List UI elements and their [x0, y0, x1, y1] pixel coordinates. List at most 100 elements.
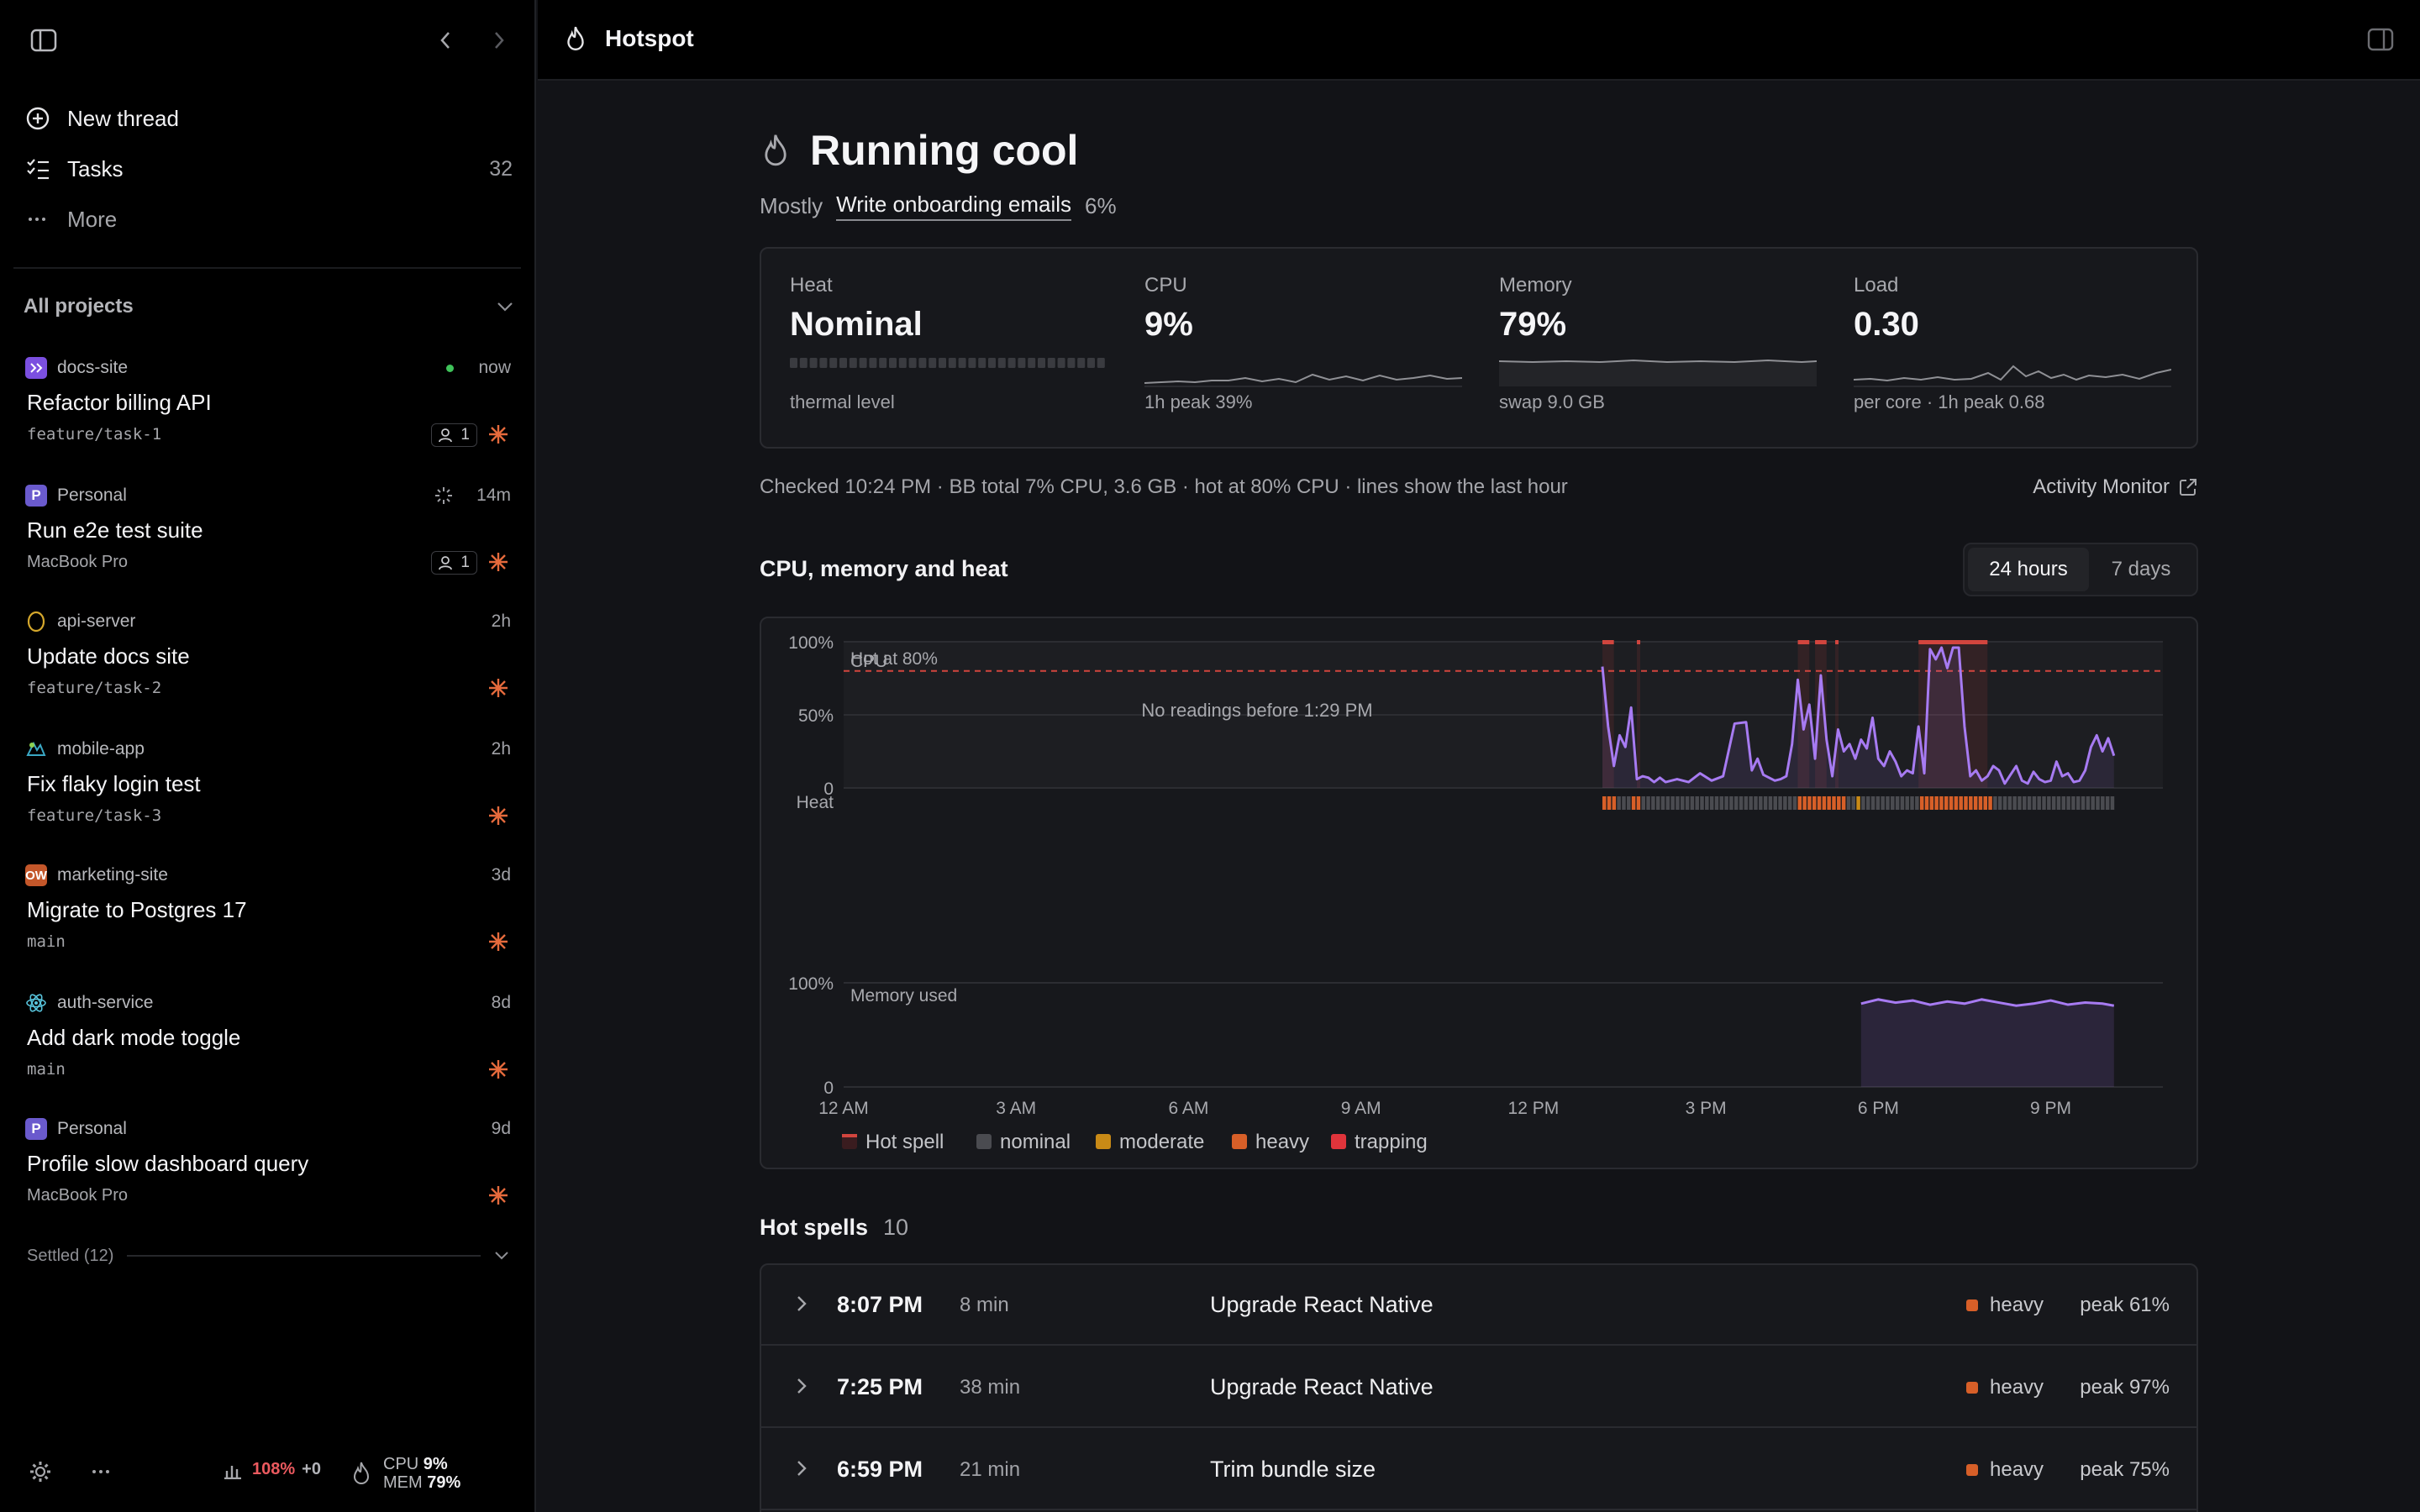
cpu-value: 9%	[1144, 306, 1193, 343]
forward-arrow-icon[interactable]	[486, 27, 513, 54]
heat-cell	[1837, 796, 1841, 810]
person-icon	[439, 428, 453, 443]
gear-icon[interactable]	[25, 1457, 55, 1487]
thread-time: 3d	[491, 865, 511, 885]
range-24-hours-button[interactable]: 24 hours	[1968, 548, 2089, 591]
top-task-link[interactable]: Write onboarding emails	[836, 192, 1072, 221]
thread-branch: feature/task-3	[27, 806, 162, 825]
heat-level-segment	[869, 358, 877, 368]
thread-item[interactable]: OW marketing-site 3d Migrate to Postgres…	[25, 864, 511, 981]
thread-item[interactable]: mobile-app 2h Fix flaky login test featu…	[25, 738, 511, 855]
range-7-days-button[interactable]: 7 days	[2111, 558, 2171, 580]
heat-cell	[2056, 796, 2061, 810]
burst-icon	[489, 806, 508, 825]
heat-cell	[2027, 796, 2032, 810]
memory-label: Memory	[1499, 274, 1572, 297]
heat-cell	[2061, 796, 2066, 810]
mostly-label: Mostly	[760, 193, 823, 218]
more-button[interactable]: More	[25, 198, 513, 240]
all-projects-dropdown[interactable]: All projects	[24, 292, 514, 321]
spell-duration: 8 min	[960, 1294, 1009, 1316]
heat-cell	[1900, 796, 1905, 810]
heat-cell	[1822, 796, 1827, 810]
thread-project-name: mobile-app	[57, 739, 145, 759]
thread-time: 2h	[491, 739, 511, 759]
burst-icon	[489, 932, 508, 951]
last-checked-status: Checked 10:24 PM · BB total 7% CPU, 3.6 …	[760, 475, 1568, 498]
heat-level-segment	[1028, 358, 1036, 368]
heat-cell	[1939, 796, 1944, 810]
thread-project: auth-service	[25, 991, 153, 1015]
memory-value: 79%	[1499, 306, 1567, 343]
heat-level-segment	[859, 358, 867, 368]
hot-spell-marker	[1815, 640, 1827, 644]
new-thread-button[interactable]: New thread	[25, 97, 513, 139]
thread-item[interactable]: auth-service 8d Add dark mode toggle mai…	[25, 991, 511, 1109]
cpu-label: CPU	[1144, 274, 1187, 297]
heat-level-segment	[879, 358, 887, 368]
y-tick-label: 50%	[798, 706, 834, 726]
more-options-icon[interactable]	[86, 1457, 116, 1487]
legend-swatch	[1232, 1134, 1247, 1149]
tasks-button[interactable]: Tasks 32	[25, 148, 513, 190]
chevron-right-icon[interactable]	[795, 1376, 808, 1396]
bar-chart-icon	[224, 1465, 241, 1479]
settled-section-toggle[interactable]: Settled (12)	[27, 1243, 509, 1268]
heat-cell	[1861, 796, 1865, 810]
heat-cell	[2012, 796, 2017, 810]
heat-level-segment	[1097, 358, 1105, 368]
heat-cell	[2032, 796, 2037, 810]
memory-sparkline	[1499, 359, 1817, 386]
right-panel-toggle-icon[interactable]	[2366, 27, 2395, 52]
more-label: More	[67, 206, 118, 232]
thread-time: 9d	[491, 1119, 511, 1138]
collaborator-count: 1	[460, 426, 470, 444]
spell-time: 7:25 PM	[837, 1374, 923, 1399]
hot-spell-row[interactable]: 8:07 PM 8 min Upgrade React Native heavy…	[761, 1265, 2196, 1346]
thread-project-name: auth-service	[57, 993, 154, 1012]
heat-level-segment	[997, 358, 1006, 368]
heat-cell	[1915, 796, 1919, 810]
back-arrow-icon[interactable]	[432, 27, 459, 54]
load-stat[interactable]: 108% +0	[224, 1460, 321, 1479]
thread-item[interactable]: P Personal 14m Run e2e test suite MacBoo…	[25, 484, 511, 601]
heat-cell	[1733, 796, 1739, 810]
spell-peak: peak 97%	[2080, 1376, 2170, 1399]
spell-duration: 21 min	[960, 1458, 1021, 1481]
thread-item[interactable]: P Personal 9d Profile slow dashboard que…	[25, 1117, 511, 1235]
heat-cell	[1641, 796, 1645, 810]
hot-spells-count: 10	[883, 1215, 909, 1240]
loading-spinner-icon	[435, 487, 452, 504]
activity-monitor-link[interactable]: Activity Monitor	[2033, 475, 2198, 499]
thread-item[interactable]: docs-site now Refactor billing API featu…	[25, 356, 511, 474]
heat-cell	[1905, 796, 1909, 810]
thread-time: 14m	[476, 486, 511, 505]
heat-cell	[1636, 796, 1641, 810]
cpu-card: CPU 9% 1h peak 39%	[1144, 274, 1464, 425]
heat-cell	[1754, 796, 1758, 810]
flame-icon	[353, 1462, 370, 1484]
plus-circle-icon	[25, 106, 54, 131]
heat-cell	[1700, 796, 1704, 810]
thread-project-name: api-server	[57, 612, 136, 631]
thread-item[interactable]: api-server 2h Update docs site feature/t…	[25, 610, 511, 727]
hot-spell-shade	[1815, 642, 1827, 788]
chevron-down-icon	[496, 295, 514, 318]
spell-level-label: heavy	[1990, 1376, 2044, 1399]
status-heading: Running cool	[810, 127, 1079, 174]
window-title: Hotspot	[605, 25, 694, 51]
heat-cell	[2091, 796, 2095, 810]
flame-icon	[567, 26, 584, 50]
heat-cell	[1997, 796, 2002, 810]
hot-spell-row[interactable]: 7:25 PM 38 min Upgrade React Native heav…	[761, 1347, 2196, 1428]
cpu-foot: 1h peak 39%	[1144, 391, 1253, 412]
heat-cell	[1763, 796, 1768, 810]
sidebar-toggle-icon[interactable]	[27, 27, 60, 54]
mostly-summary: Mostly Write onboarding emails 6%	[760, 192, 1117, 221]
heat-cell	[1670, 796, 1675, 810]
heat-cell	[1602, 796, 1607, 810]
chevron-right-icon[interactable]	[795, 1294, 808, 1314]
hot-spell-row[interactable]: 6:59 PM 21 min Trim bundle size heavy pe…	[761, 1430, 2196, 1510]
chevron-right-icon[interactable]	[795, 1458, 808, 1478]
cpu-mem-stat[interactable]: CPU 9% MEM 79%	[351, 1455, 460, 1492]
